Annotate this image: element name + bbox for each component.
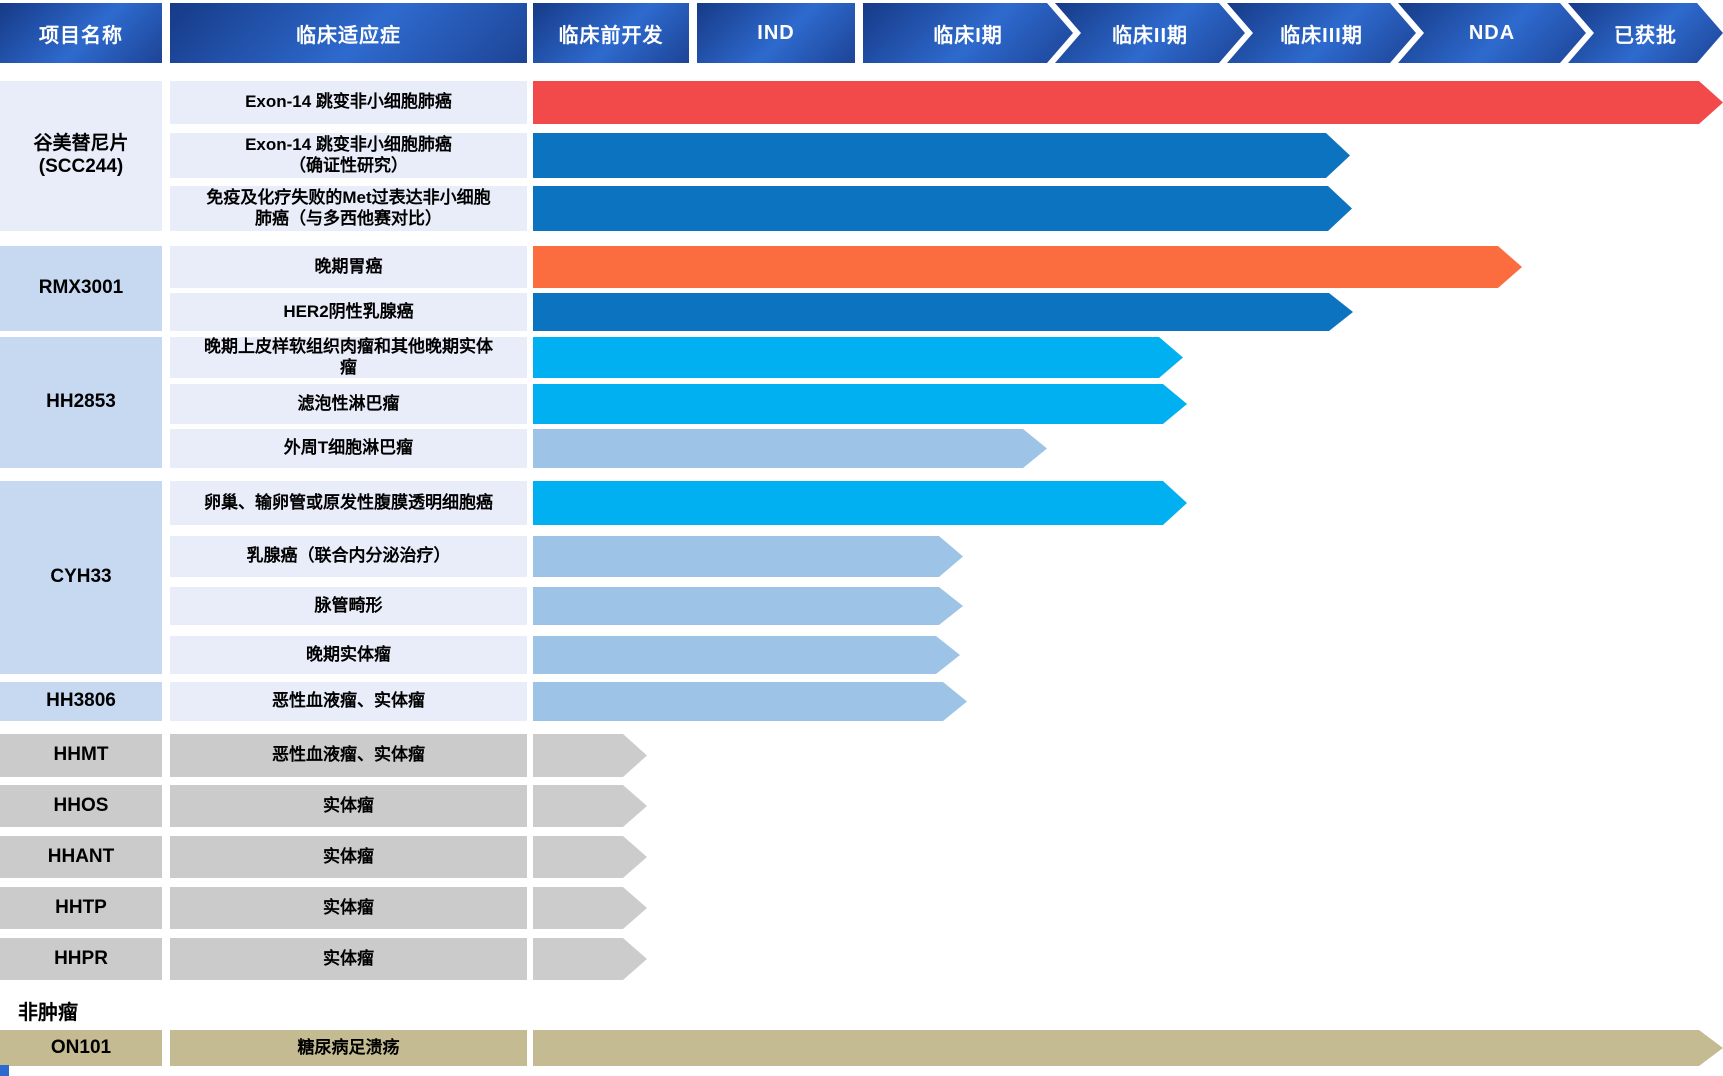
indication-cell: 实体瘤 <box>170 887 527 929</box>
header-project-column: 项目名称 <box>0 3 162 63</box>
indication-cell: 实体瘤 <box>170 938 527 980</box>
header-indication-column: 临床适应症 <box>170 3 527 63</box>
indication-cell: 恶性血液瘤、实体瘤 <box>170 682 527 721</box>
header-phase-3: 临床II期 <box>1055 3 1245 63</box>
project-cell-0: 谷美替尼片 (SCC244) <box>0 81 162 231</box>
project-cell-2: HH2853 <box>0 337 162 468</box>
progress-bar <box>533 384 1187 424</box>
indication-cell: Exon-14 跳变非小细胞肺癌 <box>170 81 527 124</box>
header-phase-5: NDA <box>1398 3 1586 63</box>
header-phase-4: 临床III期 <box>1227 3 1416 63</box>
indication-cell: 乳腺癌（联合内分泌治疗） <box>170 536 527 577</box>
progress-bar <box>533 337 1183 378</box>
project-cell-5: HHMT <box>0 734 162 777</box>
progress-bar <box>533 246 1522 288</box>
header-phase-2: 临床I期 <box>863 3 1073 63</box>
project-cell-10: ON101 <box>0 1030 162 1066</box>
indication-cell: 晚期胃癌 <box>170 246 527 288</box>
progress-bar <box>533 636 960 674</box>
progress-bar <box>533 133 1350 178</box>
header-phase-0: 临床前开发 <box>533 3 689 63</box>
section-label-non-oncology: 非肿瘤 <box>18 1001 78 1024</box>
progress-bar <box>533 481 1187 525</box>
indication-cell: 外周T细胞淋巴瘤 <box>170 429 527 468</box>
indication-cell: Exon-14 跳变非小细胞肺癌 （确证性研究） <box>170 133 527 178</box>
indication-cell: 脉管畸形 <box>170 587 527 625</box>
project-cell-4: HH3806 <box>0 682 162 721</box>
progress-bar <box>533 785 647 827</box>
progress-bar <box>533 536 963 577</box>
project-cell-1: RMX3001 <box>0 246 162 331</box>
header-phase-1: IND <box>697 3 855 63</box>
progress-bar <box>533 293 1353 331</box>
project-cell-9: HHPR <box>0 938 162 980</box>
progress-bar <box>533 1030 1723 1066</box>
progress-bar <box>533 186 1352 231</box>
indication-cell: 恶性血液瘤、实体瘤 <box>170 734 527 777</box>
indication-cell: 晚期实体瘤 <box>170 636 527 674</box>
progress-bar <box>533 938 647 980</box>
project-cell-6: HHOS <box>0 785 162 827</box>
project-cell-7: HHANT <box>0 836 162 878</box>
indication-cell: 实体瘤 <box>170 785 527 827</box>
indication-cell: 免疫及化疗失败的Met过表达非小细胞 肺癌（与多西他赛对比） <box>170 186 527 231</box>
indication-cell: HER2阴性乳腺癌 <box>170 293 527 331</box>
indication-cell: 晚期上皮样软组织肉瘤和其他晚期实体 瘤 <box>170 337 527 378</box>
indication-cell: 滤泡性淋巴瘤 <box>170 384 527 424</box>
progress-bar <box>533 682 967 721</box>
progress-bar <box>533 734 647 777</box>
project-cell-3: CYH33 <box>0 481 162 674</box>
progress-bar <box>533 887 647 929</box>
progress-bar <box>533 429 1047 468</box>
indication-cell: 实体瘤 <box>170 836 527 878</box>
bottom-left-blue-sliver <box>0 1065 9 1076</box>
progress-bar <box>533 587 963 625</box>
indication-cell: 卵巢、输卵管或原发性腹膜透明细胞癌 <box>170 481 527 525</box>
progress-bar <box>533 836 647 878</box>
indication-cell: 糖尿病足溃疡 <box>170 1030 527 1066</box>
header-phase-6: 已获批 <box>1568 3 1723 63</box>
progress-bar <box>533 81 1723 124</box>
project-cell-8: HHTP <box>0 887 162 929</box>
